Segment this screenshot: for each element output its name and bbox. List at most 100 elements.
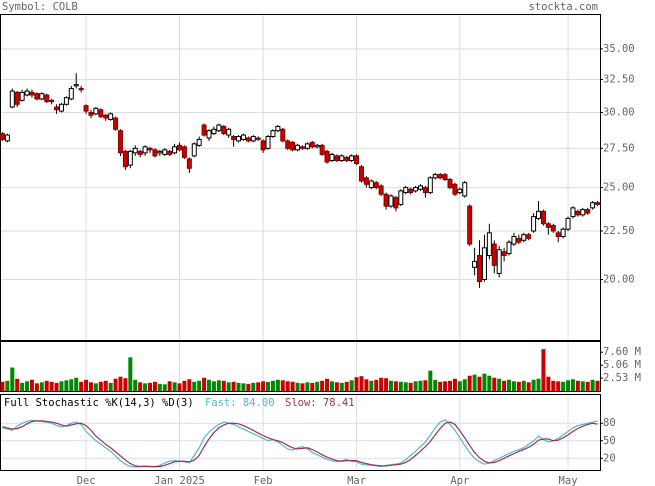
y-tick-label: 22.50 [603, 225, 635, 237]
candle-body [93, 107, 99, 115]
volume-bar [98, 381, 103, 391]
volume-bar [143, 383, 148, 391]
volume-bar [408, 382, 413, 391]
volume-bar [393, 381, 398, 391]
candle-body [565, 217, 571, 230]
candle-body [403, 187, 409, 194]
candle-body [477, 255, 483, 283]
candle-body [83, 105, 89, 112]
volume-bar [246, 383, 251, 391]
candle-body [216, 124, 222, 132]
volume-bar [526, 382, 531, 391]
x-tick-label: Mar [347, 475, 366, 486]
candle-body [575, 210, 581, 216]
y-tick-label: 32.50 [603, 73, 635, 85]
candle-body [344, 156, 350, 161]
volume-bar [320, 380, 325, 391]
volume-bar [413, 381, 418, 391]
volume-bar [266, 381, 271, 391]
candle-body [275, 125, 281, 132]
candle-body [393, 197, 399, 209]
candle-body [339, 155, 345, 161]
candle-body [378, 185, 384, 195]
candle-body [560, 228, 566, 238]
volume-bar [251, 382, 256, 391]
candle-body [329, 153, 335, 161]
candle-body [555, 232, 561, 238]
volume-bar [0, 381, 5, 391]
volume-bar [157, 383, 162, 391]
volume-bar [477, 376, 482, 391]
volume-bar [216, 380, 221, 391]
y-tick-label: 25.00 [603, 182, 635, 194]
candle-body [290, 141, 296, 151]
candle-body [388, 195, 394, 207]
candle-body [196, 138, 202, 146]
volume-bar [29, 379, 34, 391]
candle-body [19, 91, 25, 101]
volume-bar [275, 379, 280, 391]
candle-body [590, 202, 596, 209]
volume-bar [433, 379, 438, 391]
volume-bar [261, 381, 266, 391]
y-tick-label: 5.06 M [603, 359, 641, 371]
volume-bar [467, 375, 472, 391]
volume-bar [64, 380, 69, 391]
candle-body [324, 150, 330, 163]
candle-body [152, 149, 158, 157]
volume-bar [280, 380, 285, 391]
volume-bar [79, 381, 84, 391]
candle-body [78, 87, 84, 91]
candle-body [44, 94, 50, 103]
candle-body [383, 193, 389, 207]
candle-body [132, 147, 138, 154]
volume-bar [49, 381, 54, 391]
candle-body [201, 124, 207, 136]
volume-bar [167, 381, 172, 391]
candle-body [314, 144, 320, 148]
candle-body [172, 146, 178, 154]
stochastic-line [2, 420, 598, 468]
volume-bar [546, 376, 551, 391]
volume-bar [575, 380, 580, 391]
volume-bar [15, 378, 20, 391]
candle-body [334, 155, 340, 161]
candle-body [54, 106, 60, 111]
candle-body [531, 216, 537, 232]
volume-bar [148, 382, 152, 391]
stochastic-line [2, 419, 598, 468]
volume-bar [256, 382, 261, 391]
volume-bar [123, 378, 128, 391]
volume-bar [516, 381, 521, 391]
slow-legend: Slow: 78.41 [285, 397, 355, 409]
volume-bar [300, 383, 305, 391]
volume-bar [418, 380, 423, 391]
candle-body [570, 207, 576, 218]
volume-bar [133, 379, 138, 391]
volume-bar [349, 380, 354, 391]
candle-body [142, 146, 148, 154]
y-tick-label: 80 [603, 417, 616, 429]
candle-body [467, 205, 473, 245]
volume-bar [374, 379, 379, 391]
candle-body [226, 128, 232, 136]
candle-body [4, 134, 10, 142]
volume-bar [428, 370, 433, 391]
volume-bar [221, 380, 226, 391]
volume-bar [93, 383, 98, 391]
volume-bar [511, 381, 516, 391]
volume-bar [531, 379, 536, 391]
volume-bar [44, 380, 49, 391]
candle-body [157, 150, 163, 154]
y-tick-label: 20 [603, 452, 616, 464]
volume-bar [152, 381, 157, 391]
volume-bar [162, 384, 167, 391]
candle-body [29, 91, 35, 96]
candle-body [245, 137, 251, 142]
candle-body [526, 234, 532, 239]
volume-bar [462, 379, 467, 391]
candle-body [511, 236, 517, 245]
panel-frame [0, 394, 601, 471]
candle-body [486, 232, 492, 257]
volume-bar [10, 367, 15, 391]
